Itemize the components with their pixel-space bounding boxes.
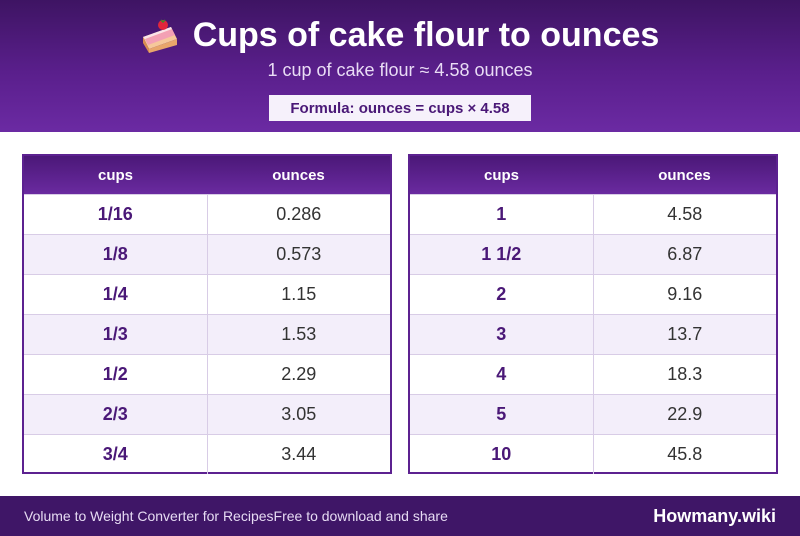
table-row: 1/3 1.53 (24, 314, 390, 354)
conversion-table-left: cups ounces 1/16 0.286 1/8 0.573 1/4 1.1… (22, 154, 392, 474)
footer-bar: Volume to Weight Converter for RecipesFr… (0, 496, 800, 536)
ounces-cell: 3.05 (281, 404, 317, 424)
ounces-cell: 6.87 (667, 244, 703, 264)
cups-cell: 1 (410, 195, 594, 234)
ounces-cell: 1.15 (281, 284, 317, 304)
table-row: 3/4 3.44 (24, 434, 390, 474)
table-row: 1/2 2.29 (24, 354, 390, 394)
header-banner: Cups of cake flour to ounces 1 cup of ca… (0, 0, 800, 132)
subtitle: 1 cup of cake flour ≈ 4.58 ounces (267, 60, 533, 80)
table-row: 10 45.8 (410, 434, 776, 474)
ounces-cell: 13.7 (667, 324, 703, 344)
column-header-ounces: ounces (272, 166, 325, 184)
column-header-cups: cups (483, 166, 519, 184)
column-header-ounces: ounces (658, 166, 711, 184)
column-header-cups: cups (97, 166, 133, 184)
brand-logo-text[interactable]: Howmany.wiki (653, 505, 776, 526)
ounces-cell: 1.53 (281, 324, 317, 344)
table-header: cups ounces (410, 156, 776, 194)
table-row: 2 9.16 (410, 274, 776, 314)
cups-cell: 4 (410, 355, 594, 394)
ounces-cell: 2.29 (281, 364, 317, 384)
table-row: 1/16 0.286 (24, 194, 390, 234)
ounces-cell: 3.44 (281, 444, 317, 464)
formula-badge: Formula: ounces = cups × 4.58 (269, 95, 531, 121)
page-title: Cups of cake flour to ounces (192, 15, 660, 54)
cups-cell: 3/4 (24, 435, 208, 474)
cake-slice-icon (142, 19, 177, 53)
cups-cell: 5 (410, 395, 594, 434)
cups-cell: 3 (410, 315, 594, 354)
table-row: 4 18.3 (410, 354, 776, 394)
ounces-cell: 9.16 (667, 284, 703, 304)
table-row: 2/3 3.05 (24, 394, 390, 434)
cups-cell: 1/2 (24, 355, 208, 394)
table-row: 3 13.7 (410, 314, 776, 354)
cups-cell: 1/16 (24, 195, 208, 234)
table-row: 1 4.58 (410, 194, 776, 234)
conversion-table-right: cups ounces 1 4.58 1 1/2 6.87 2 9.16 3 1… (408, 154, 778, 474)
table-row: 1 1/2 6.87 (410, 234, 776, 274)
ounces-cell: 18.3 (667, 364, 703, 384)
footer-tagline: Volume to Weight Converter for RecipesFr… (24, 508, 448, 524)
cups-cell: 1 1/2 (410, 235, 594, 274)
ounces-cell: 0.286 (276, 204, 322, 224)
cups-cell: 1/4 (24, 275, 208, 314)
ounces-cell: 45.8 (667, 444, 703, 464)
title-row: Cups of cake flour to ounces (0, 12, 800, 58)
ounces-cell: 4.58 (667, 204, 703, 224)
cups-cell: 1/3 (24, 315, 208, 354)
table-row: 5 22.9 (410, 394, 776, 434)
cups-cell: 2/3 (24, 395, 208, 434)
ounces-cell: 22.9 (667, 404, 703, 424)
cups-cell: 2 (410, 275, 594, 314)
ounces-cell: 0.573 (276, 244, 322, 264)
table-row: 1/4 1.15 (24, 274, 390, 314)
table-header: cups ounces (24, 156, 390, 194)
table-row: 1/8 0.573 (24, 234, 390, 274)
cups-cell: 10 (410, 435, 594, 474)
cups-cell: 1/8 (24, 235, 208, 274)
